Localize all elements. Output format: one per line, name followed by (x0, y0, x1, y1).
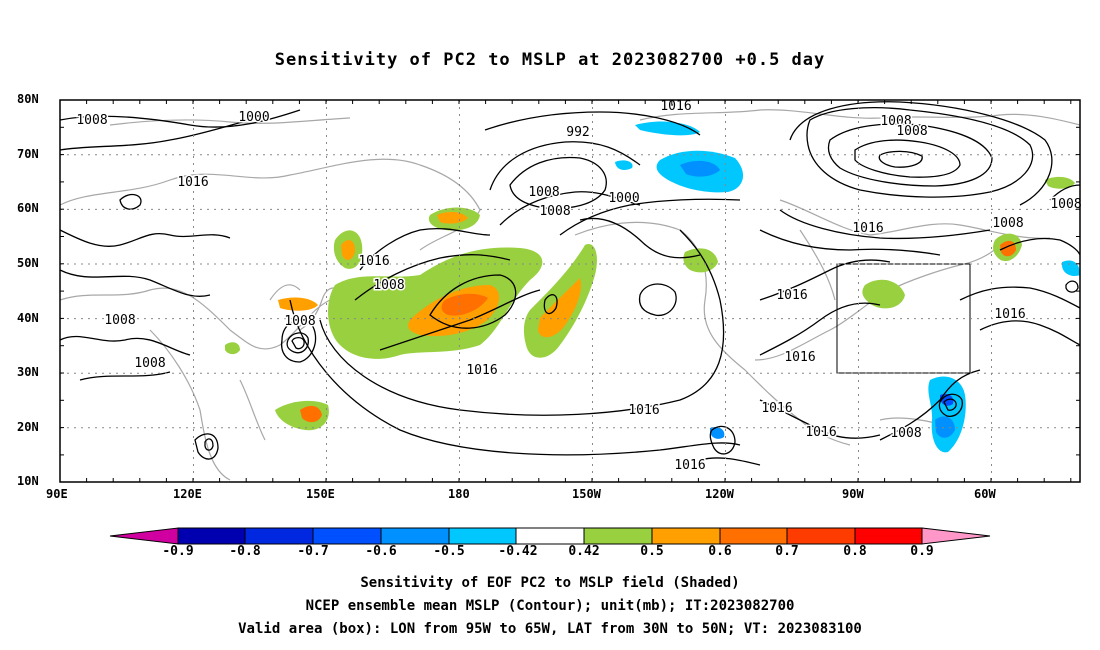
contour-label: 1000 (608, 191, 639, 206)
caption-line-1: Sensitivity of EOF PC2 to MSLP field (Sh… (360, 575, 740, 591)
contour-label: 1008 (896, 124, 927, 139)
colorbar-label: 0.9 (910, 544, 934, 559)
grid-lines (60, 100, 1080, 482)
contour-label: 1016 (776, 288, 807, 303)
contour-label: 1008 (134, 356, 165, 371)
contour-label: 1008 (104, 313, 135, 328)
lat-label-60n: 60N (17, 201, 39, 215)
lat-label-10n: 10N (17, 474, 39, 488)
colorbar-label: 0.6 (708, 544, 732, 559)
contour-label: 1016 (628, 403, 659, 418)
colorbar-bin-neutral (515, 527, 585, 545)
contour-label: 1016 (805, 425, 836, 440)
lat-label-50n: 50N (17, 256, 39, 270)
colorbar-over-triangle (921, 527, 991, 545)
lat-label-30n: 30N (17, 365, 39, 379)
contour-label: 1016 (466, 363, 497, 378)
colorbar-under-triangle (109, 527, 179, 545)
lon-label-120e: 120E (173, 487, 202, 501)
axis-ticks (59, 99, 1080, 482)
colorbar-label: -0.6 (365, 544, 397, 559)
colorbar-label: 0.8 (843, 544, 867, 559)
colorbar-label: -0.7 (297, 544, 329, 559)
contour-label: 1016 (674, 458, 705, 473)
colorbar-bin-7 (651, 527, 721, 545)
contour-label: 1008 (1050, 197, 1081, 212)
colorbar-bin-6 (583, 527, 653, 545)
contour-label: 1016 (761, 401, 792, 416)
lon-label-90e: 90E (46, 487, 68, 501)
contour-label: 1008 (284, 314, 315, 329)
contour-label: 1016 (784, 350, 815, 365)
colorbar-bin-9 (786, 527, 856, 545)
contour-label: 1008 (373, 278, 404, 293)
caption-line-2: NCEP ensemble mean MSLP (Contour); unit(… (305, 598, 795, 614)
caption-line-3: Valid area (box): LON from 95W to 65W, L… (238, 621, 862, 637)
colorbar-bin-8 (719, 527, 788, 545)
contour-label: 1016 (177, 175, 208, 190)
colorbar-label: -0.5 (433, 544, 465, 559)
lon-label-120w: 120W (705, 487, 734, 501)
contour-label: 1016 (852, 221, 883, 236)
contour-label: 1016 (994, 307, 1025, 322)
colorbar-label: -0.8 (229, 544, 261, 559)
colorbar-bin-3 (312, 527, 382, 545)
lon-label-180: 180 (448, 487, 470, 501)
lon-label-60w: 60W (974, 487, 996, 501)
contour-label: 1016 (660, 99, 691, 114)
contour-label: 1008 (880, 114, 911, 129)
colorbar-label: -0.42 (498, 544, 538, 559)
lon-label-150e: 150E (306, 487, 335, 501)
colorbar-bin-10 (854, 527, 923, 545)
contour-label: 1008 (992, 216, 1023, 231)
contour-label: 1000 (238, 110, 269, 125)
lon-label-150w: 150W (572, 487, 601, 501)
lat-label-70n: 70N (17, 147, 39, 161)
mslp-contours (59, 101, 1081, 466)
contour-label: 1008 (528, 185, 559, 200)
contour-label: 1008 (76, 113, 107, 128)
lon-label-90w: 90W (842, 487, 864, 501)
lat-label-80n: 80N (17, 92, 39, 106)
sensitivity-shading (225, 121, 1080, 453)
colorbar-label: 0.7 (775, 544, 799, 559)
contour-label: 1008 (539, 204, 570, 219)
contour-label: 1016 (358, 254, 389, 269)
colorbar (109, 527, 991, 545)
colorbar-bin-4 (380, 527, 450, 545)
lat-label-20n: 20N (17, 420, 39, 434)
lat-label-40n: 40N (17, 311, 39, 325)
contour-label: 1008 (890, 426, 921, 441)
colorbar-label: -0.9 (162, 544, 194, 559)
colorbar-bin-2 (244, 527, 314, 545)
contour-label: 992 (566, 125, 589, 140)
colorbar-bin-5 (448, 527, 517, 545)
colorbar-bin-1 (177, 527, 246, 545)
colorbar-label: 0.42 (568, 544, 600, 559)
map-title: Sensitivity of PC2 to MSLP at 2023082700… (274, 50, 826, 70)
colorbar-label: 0.5 (640, 544, 664, 559)
